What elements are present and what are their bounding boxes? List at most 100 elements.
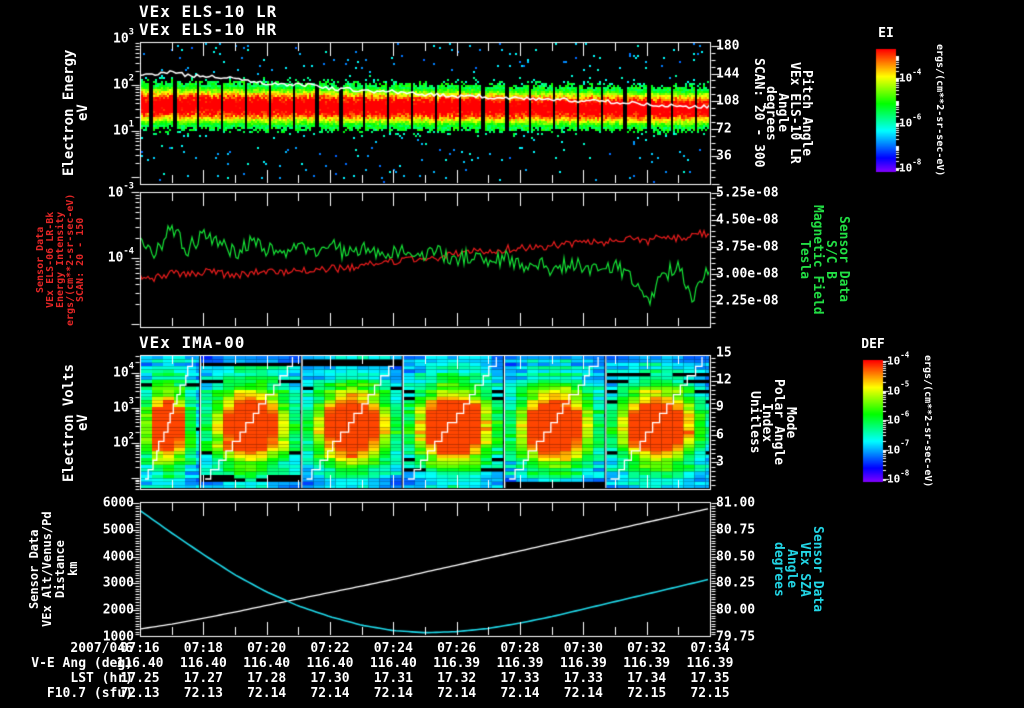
table-row-label-lst: LST (hr) (70, 671, 133, 686)
tick-label: 108 (716, 93, 740, 109)
tick-label: 79.75 (716, 629, 756, 645)
panel1-title-line1: VEx ELS-10 LR (139, 2, 278, 21)
panel2-y-axis-label: Sensor Data VEx ELS-06 LR-Bk Energy Inte… (35, 190, 86, 330)
tick-label: 10-6 (899, 112, 922, 130)
table-cell: 116.40 (116, 656, 164, 671)
date-label: 2007/046 (70, 641, 133, 656)
table-cell: 116.40 (243, 656, 291, 671)
tick-label: 2.25e-08 (716, 293, 779, 309)
table-row-label-f107: F10.7 (sfu) (46, 686, 133, 701)
table-cell: 17.32 (437, 671, 477, 686)
time-tick-label: 07:30 (563, 641, 603, 656)
table-cell: 116.39 (623, 656, 671, 671)
time-tick-label: 07:26 (437, 641, 477, 656)
tick-label: 1000 (102, 629, 134, 645)
axis-label-line: eV (75, 104, 91, 122)
axis-label-line: ergs/(cm**2-sr-sec-eV) (922, 354, 933, 488)
table-cell: 72.14 (563, 686, 603, 701)
time-tick-label: 07:34 (690, 641, 730, 656)
tick-label: 10-8 (887, 468, 910, 486)
tick-label: 101 (113, 119, 134, 139)
tick-label: 10-4 (107, 246, 134, 266)
tick-label: 2000 (102, 602, 134, 618)
panel3-title: VEx IMA-00 (139, 333, 246, 352)
tick-label: 80.00 (716, 602, 756, 618)
tick-label: 4.50e-08 (716, 212, 779, 228)
tick-label: 3 (716, 454, 724, 470)
tick-label: 104 (113, 361, 134, 381)
tick-label: 103 (113, 396, 134, 416)
table-cell: 17.30 (310, 671, 350, 686)
panel3-right-axis-label: Mode Polar Angle Index Unitless (747, 355, 798, 490)
tick-label: 72 (716, 121, 732, 137)
axis-label-line: ergs/(cm**2-sr-sec-eV) (934, 43, 945, 177)
colorbar-def-unit: ergs/(cm**2-sr-sec-eV) (921, 352, 933, 490)
table-cell: 72.14 (437, 686, 477, 701)
table-cell: 72.13 (183, 686, 223, 701)
axis-label-line: Unitless (747, 391, 762, 454)
panel2-right-axis-label: Sensor Data S/C B Magnetic Field Tesla (797, 192, 851, 327)
axis-label-line: Electron Volts (61, 363, 77, 482)
time-tick-label: 07:24 (373, 641, 413, 656)
table-cell: 72.13 (120, 686, 160, 701)
panel1-title-line2: VEx ELS-10 HR (139, 20, 278, 39)
table-cell: 17.28 (247, 671, 287, 686)
tick-label: 5000 (102, 522, 134, 538)
table-cell: 116.40 (179, 656, 227, 671)
axis-label-line: Mode (783, 406, 798, 439)
tick-label: 81.00 (716, 495, 756, 511)
tick-label: 10-8 (899, 157, 922, 175)
table-cell: 116.40 (306, 656, 354, 671)
tick-label: 103 (113, 27, 134, 47)
tick-label: 10-3 (107, 181, 134, 201)
tick-label: 10-5 (887, 379, 910, 397)
table-cell: 17.34 (627, 671, 667, 686)
time-tick-label: 07:28 (500, 641, 540, 656)
table-cell: 72.14 (247, 686, 287, 701)
tick-label: 102 (113, 431, 134, 451)
tick-label: 10-4 (887, 350, 910, 368)
axis-label-line: Sensor Data (810, 525, 825, 613)
tick-label: 3000 (102, 575, 134, 591)
axis-label-line: SCAN: 20 - 300 (751, 58, 766, 168)
panel3-y-axis-label: Electron Volts eV (61, 355, 91, 490)
table-cell: 72.15 (627, 686, 667, 701)
table-cell: 17.31 (373, 671, 413, 686)
table-cell: 17.33 (563, 671, 603, 686)
axis-label-line: VEx SZA (797, 541, 812, 597)
panel4-right-axis-label: Sensor Data VEx SZA Angle degrees (771, 502, 825, 636)
tick-label: 3.75e-08 (716, 239, 779, 255)
colorbar-ei-title: EI (878, 26, 894, 41)
tick-label: 80.50 (716, 549, 756, 565)
panel1-y-axis-label: Electron Energy eV (61, 42, 91, 184)
table-row-label-ve-ang: V-E Ang (deg) (31, 656, 133, 671)
axis-label-line: Angle (775, 93, 790, 133)
tick-label: 9 (716, 399, 724, 415)
axis-label-line: Angle (784, 549, 799, 589)
time-tick-label: 07:18 (183, 641, 223, 656)
tick-label: 10-6 (887, 409, 910, 427)
table-cell: 116.39 (496, 656, 544, 671)
tick-label: 102 (113, 73, 134, 93)
tick-label: 6 (716, 427, 724, 443)
table-cell: 72.14 (373, 686, 413, 701)
table-cell: 72.14 (310, 686, 350, 701)
axis-label-line: VEx ELS-10 LR (787, 62, 802, 164)
tick-label: 10-4 (899, 67, 922, 85)
tick-label: 80.75 (716, 522, 756, 538)
tick-label: 5.25e-08 (716, 185, 779, 201)
tick-label: 12 (716, 372, 732, 388)
tick-label: 180 (716, 38, 740, 54)
table-cell: 116.39 (433, 656, 481, 671)
tick-label: 10-7 (887, 438, 910, 456)
table-cell: 72.14 (500, 686, 540, 701)
table-cell: 17.25 (120, 671, 160, 686)
colorbar-def-title: DEF (861, 337, 885, 352)
tick-label: 144 (716, 66, 740, 82)
axis-label-line: Index (759, 402, 774, 443)
table-cell: 116.40 (369, 656, 417, 671)
panel1-right-axis-label: Pitch Angle VEx ELS-10 LR Angle degrees … (751, 42, 814, 184)
axis-label-line: Sensor Data (836, 216, 851, 303)
